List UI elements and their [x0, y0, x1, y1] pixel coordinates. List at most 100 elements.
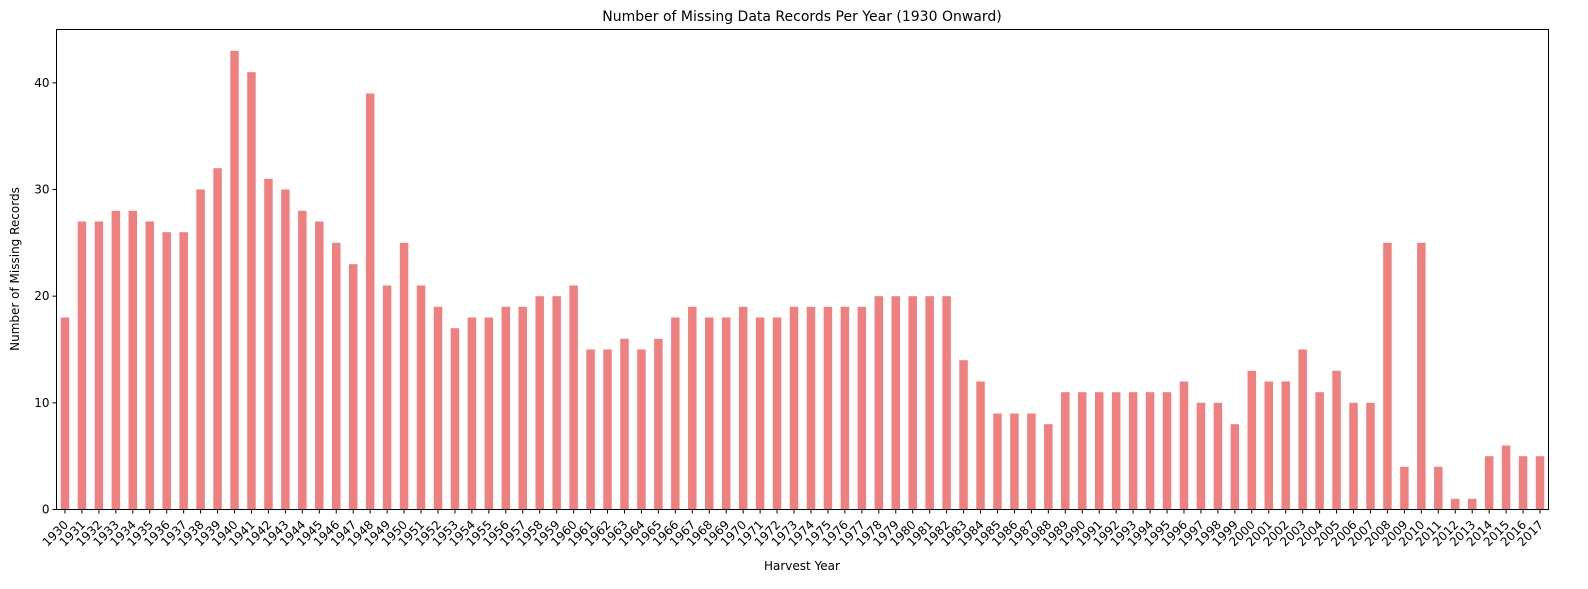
bar-2003 — [1298, 349, 1307, 510]
bar-1964 — [637, 349, 646, 510]
bar-1969 — [721, 317, 731, 510]
bar-1950 — [399, 242, 409, 510]
bar-1990 — [1078, 392, 1087, 510]
bar-1973 — [789, 306, 799, 510]
bar-1942 — [264, 178, 273, 510]
bar-2015 — [1501, 445, 1511, 510]
bar-1959 — [552, 296, 561, 510]
bar-1981 — [925, 296, 934, 510]
bar-2001 — [1264, 381, 1273, 510]
bar-1987 — [1027, 413, 1036, 510]
bar-2005 — [1332, 370, 1341, 510]
bar-1995 — [1162, 392, 1172, 510]
bar-1952 — [433, 306, 443, 510]
bar-1980 — [908, 296, 917, 510]
y-axis: 0 10 20 30 40 — [34, 76, 57, 517]
bar-1985 — [993, 413, 1002, 510]
chart-title: Number of Missing Data Records Per Year … — [602, 9, 1001, 25]
bar-2006 — [1349, 402, 1358, 510]
bar-1934 — [128, 210, 138, 510]
bar-1966 — [671, 317, 680, 510]
bar-1988 — [1044, 424, 1053, 510]
bar-1935 — [145, 221, 154, 510]
bar-1940 — [230, 50, 239, 510]
bar-2007 — [1366, 402, 1375, 510]
bar-1975 — [823, 306, 833, 510]
bar-1968 — [705, 317, 714, 510]
bar-1958 — [535, 296, 544, 510]
bar-1949 — [382, 285, 392, 510]
bar-1982 — [942, 296, 951, 510]
bar-1999 — [1230, 424, 1240, 510]
bar-1947 — [348, 264, 358, 510]
bar-1984 — [976, 381, 985, 510]
bar-1977 — [857, 306, 867, 510]
bar-2013 — [1467, 498, 1477, 510]
bar-1992 — [1111, 392, 1121, 510]
bar-2014 — [1484, 456, 1494, 510]
bar-1941 — [247, 72, 256, 510]
bar-1948 — [365, 93, 375, 510]
y-tick-label-10: 10 — [34, 396, 49, 410]
bar-1967 — [688, 306, 697, 510]
bar-1954 — [467, 317, 477, 510]
bar-1976 — [840, 306, 850, 510]
bar-1951 — [416, 285, 426, 510]
bar-1974 — [806, 306, 816, 510]
bar-1932 — [94, 221, 104, 510]
bar-1931 — [77, 221, 87, 510]
bar-1972 — [772, 317, 782, 510]
y-tick-label-0: 0 — [42, 503, 50, 517]
bar-2002 — [1281, 381, 1290, 510]
bar-1997 — [1196, 402, 1206, 510]
bar-2000 — [1247, 370, 1257, 510]
bar-1970 — [738, 306, 748, 510]
bar-2004 — [1315, 392, 1324, 510]
bar-1933 — [111, 210, 121, 510]
bars-group — [60, 50, 1545, 510]
bar-1991 — [1094, 392, 1104, 510]
bar-2008 — [1383, 242, 1392, 510]
bar-1936 — [162, 232, 171, 510]
bar-1965 — [654, 338, 663, 510]
bar-1971 — [755, 317, 765, 510]
bar-1957 — [518, 306, 527, 510]
bar-2012 — [1451, 498, 1460, 510]
bar-1996 — [1179, 381, 1189, 510]
bar-1956 — [501, 306, 511, 510]
bar-1978 — [874, 296, 884, 510]
y-tick-label-20: 20 — [34, 289, 49, 303]
bar-1944 — [298, 210, 307, 510]
bar-2010 — [1417, 242, 1426, 510]
bar-2017 — [1535, 456, 1545, 510]
bar-1953 — [450, 328, 460, 510]
x-axis-label: Harvest Year — [764, 559, 840, 573]
bar-1994 — [1145, 392, 1155, 510]
x-axis: 1930193119321933193419351936193719381939… — [40, 509, 1546, 549]
bar-2009 — [1400, 466, 1409, 510]
plot-frame — [56, 29, 1549, 510]
bar-1963 — [620, 338, 629, 510]
bar-1943 — [281, 189, 290, 510]
y-tick-label-40: 40 — [34, 76, 49, 90]
bar-1945 — [315, 221, 324, 510]
bar-1962 — [603, 349, 612, 510]
bar-1989 — [1061, 392, 1070, 510]
bar-1986 — [1010, 413, 1019, 510]
bar-1961 — [586, 349, 595, 510]
y-axis-label: Number of Missing Records — [8, 187, 22, 351]
bar-1930 — [60, 317, 70, 510]
bar-1937 — [179, 232, 188, 510]
bar-1960 — [569, 285, 578, 510]
bar-1946 — [332, 242, 341, 510]
bar-1938 — [196, 189, 205, 510]
bar-1939 — [213, 168, 222, 510]
bar-1993 — [1128, 392, 1138, 510]
bar-1955 — [484, 317, 494, 510]
y-tick-label-30: 30 — [34, 183, 49, 197]
bar-2016 — [1518, 456, 1528, 510]
bar-1998 — [1213, 402, 1223, 510]
bar-1979 — [891, 296, 900, 510]
bar-2011 — [1434, 466, 1443, 510]
